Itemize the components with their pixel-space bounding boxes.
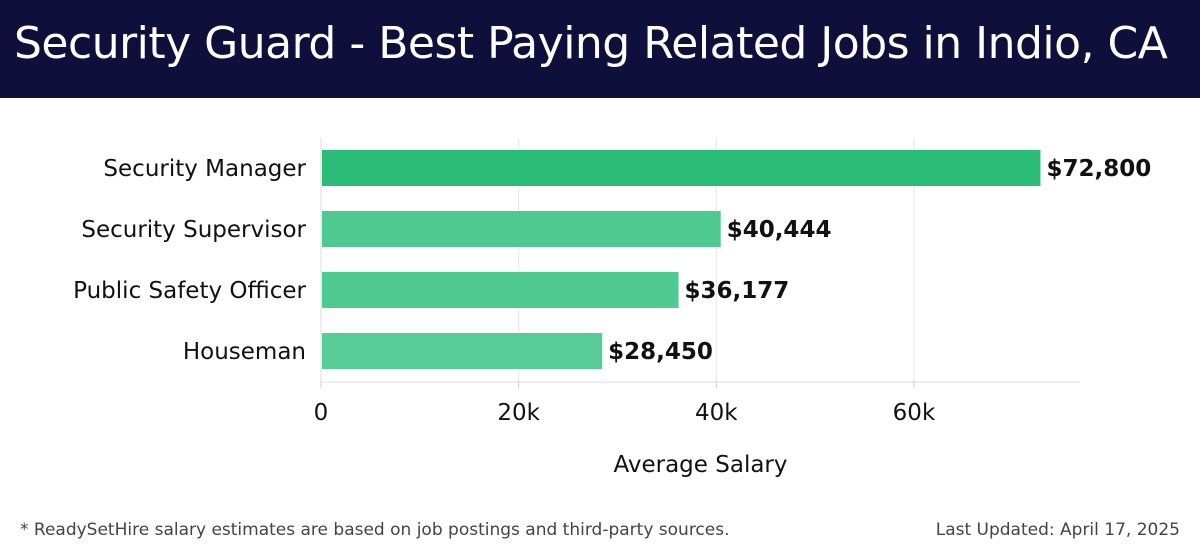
bar	[322, 272, 679, 308]
bar	[322, 150, 1041, 186]
value-label: $72,800	[1046, 156, 1151, 182]
x-tick-label: 20k	[497, 400, 540, 426]
last-updated: Last Updated: April 17, 2025	[935, 520, 1180, 540]
category-label: Security Manager	[103, 156, 306, 182]
x-tick-label: 0	[314, 400, 329, 426]
salary-bar-chart: Security Manager $72,800 Security Supervis…	[73, 138, 1151, 478]
page-title: Security Guard - Best Paying Related Job…	[14, 18, 1168, 69]
x-tick-label: 40k	[695, 400, 738, 426]
value-label: $36,177	[685, 278, 790, 304]
footnote: * ReadySetHire salary estimates are base…	[20, 520, 730, 540]
x-axis-label: Average Salary	[613, 452, 787, 478]
category-label: Public Safety Officer	[73, 278, 306, 304]
bar	[322, 211, 721, 247]
category-label: Houseman	[183, 339, 306, 365]
value-label: $40,444	[727, 217, 832, 243]
category-label: Security Supervisor	[81, 217, 306, 243]
header-banner: Security Guard - Best Paying Related Job…	[0, 0, 1200, 98]
bar	[322, 333, 603, 369]
x-tick-label: 60k	[893, 400, 936, 426]
value-label: $28,450	[608, 339, 713, 365]
